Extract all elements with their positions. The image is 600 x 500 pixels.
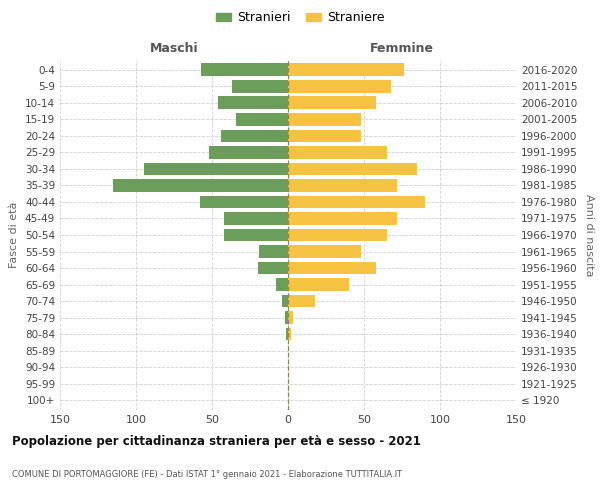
Text: Popolazione per cittadinanza straniera per età e sesso - 2021: Popolazione per cittadinanza straniera p… — [12, 435, 421, 448]
Bar — [276, 278, 288, 291]
Bar — [288, 294, 316, 308]
Bar — [288, 162, 417, 175]
Bar — [288, 179, 397, 192]
Bar — [288, 130, 361, 142]
Bar — [113, 179, 288, 192]
Bar — [257, 262, 288, 274]
Bar — [286, 328, 288, 340]
Bar — [288, 311, 293, 324]
Bar — [288, 64, 404, 76]
Bar — [288, 278, 349, 291]
Bar — [288, 96, 376, 110]
Y-axis label: Fasce di età: Fasce di età — [10, 202, 19, 268]
Bar — [288, 328, 291, 340]
Text: Femmine: Femmine — [370, 42, 434, 55]
Bar — [221, 130, 288, 142]
Y-axis label: Anni di nascita: Anni di nascita — [584, 194, 594, 276]
Bar — [285, 311, 288, 324]
Bar — [218, 96, 288, 110]
Bar — [200, 196, 288, 208]
Bar — [202, 64, 288, 76]
Bar — [288, 228, 387, 241]
Bar — [288, 80, 391, 93]
Bar — [288, 113, 361, 126]
Bar — [224, 228, 288, 241]
Bar — [288, 245, 361, 258]
Bar — [259, 245, 288, 258]
Bar — [143, 162, 288, 175]
Bar — [232, 80, 288, 93]
Bar — [288, 196, 425, 208]
Bar — [288, 262, 376, 274]
Bar — [236, 113, 288, 126]
Bar — [282, 294, 288, 308]
Legend: Stranieri, Straniere: Stranieri, Straniere — [211, 6, 389, 29]
Bar — [224, 212, 288, 225]
Bar — [209, 146, 288, 159]
Bar — [288, 146, 387, 159]
Text: Maschi: Maschi — [149, 42, 199, 55]
Text: COMUNE DI PORTOMAGGIORE (FE) - Dati ISTAT 1° gennaio 2021 - Elaborazione TUTTITA: COMUNE DI PORTOMAGGIORE (FE) - Dati ISTA… — [12, 470, 402, 479]
Bar — [288, 212, 397, 225]
